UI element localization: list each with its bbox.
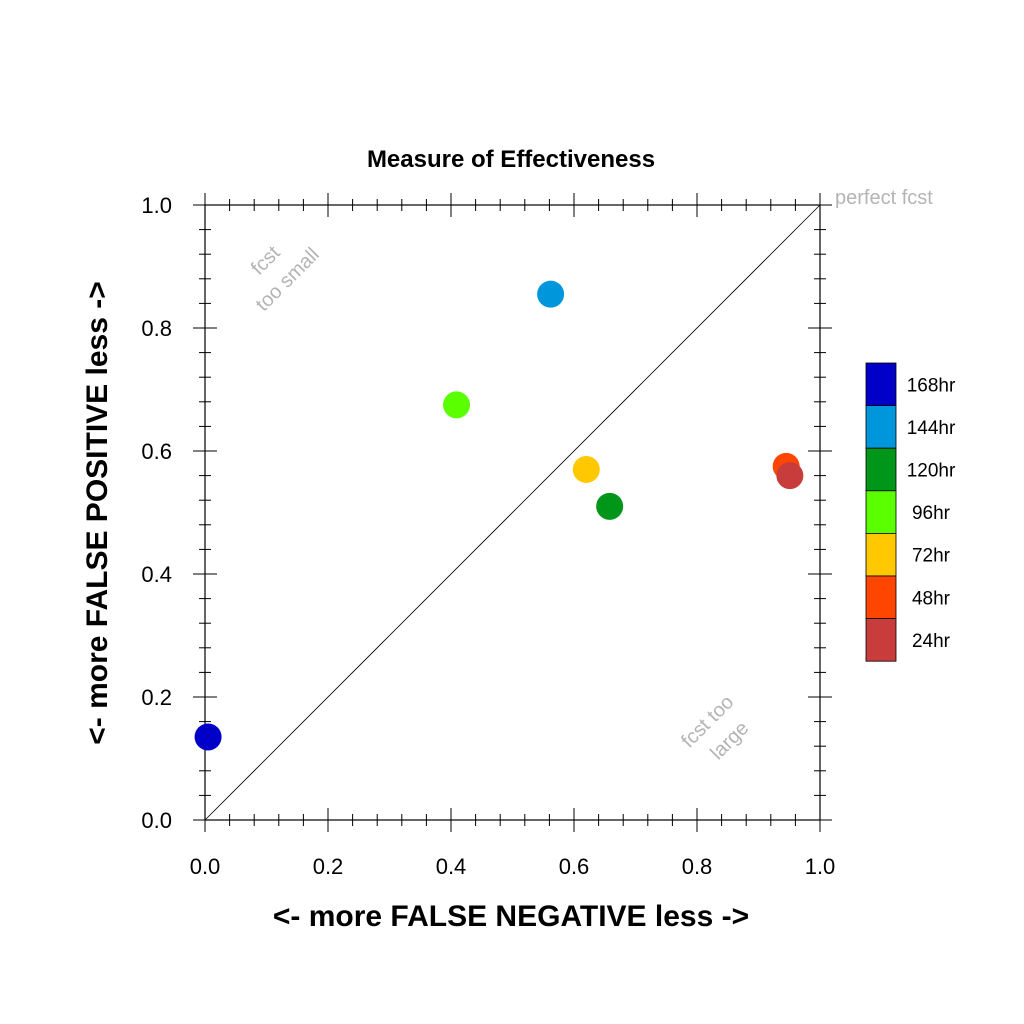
plot-frame: [204, 204, 821, 821]
data-points: [194, 280, 804, 751]
x-tick-label: 0.2: [313, 854, 344, 879]
x-tick-label: 0.6: [559, 854, 590, 879]
legend: 168hr 144hr 120hr 96hr 72hr 48hr 24hr: [865, 362, 956, 662]
legend-label-96hr: 96hr: [912, 503, 951, 524]
diagonal-line: [204, 204, 821, 821]
x-tick-label: 0.8: [682, 854, 713, 879]
legend-label-120hr: 120hr: [907, 461, 956, 482]
y-tick-label: 0.8: [141, 316, 172, 341]
legend-swatch-144hr: [865, 405, 897, 449]
y-tick-label: 1.0: [141, 193, 172, 218]
point-96hr: [443, 391, 471, 419]
point-24hr: [776, 462, 804, 490]
y-tick-label: 0.2: [141, 685, 172, 710]
annotation-perfect-fcst: perfect fcst: [835, 187, 933, 209]
chart-title: Measure of Effectiveness: [367, 146, 655, 173]
point-144hr: [537, 280, 565, 308]
tick-labels: 0.0 0.2 0.4 0.6 0.8 1.0 0.0 0.2 0.4 0.6 0.8 1.0: [141, 193, 835, 879]
x-tick-label: 0.4: [436, 854, 467, 879]
point-168hr: [194, 723, 222, 751]
legend-label-24hr: 24hr: [912, 631, 951, 652]
x-axis-label: <- more FALSE NEGATIVE less ->: [273, 900, 749, 933]
legend-label-168hr: 168hr: [907, 375, 956, 396]
legend-swatch-24hr: [865, 618, 897, 662]
legend-label-48hr: 48hr: [912, 588, 951, 609]
legend-swatch-48hr: [865, 575, 897, 619]
y-tick-label: 0.0: [141, 808, 172, 833]
legend-label-72hr: 72hr: [912, 546, 951, 567]
y-tick-label: 0.4: [141, 562, 172, 587]
legend-swatch-168hr: [865, 362, 897, 406]
tick-marks: [193, 193, 832, 832]
point-72hr: [572, 455, 600, 483]
legend-label-144hr: 144hr: [907, 418, 956, 439]
legend-swatch-72hr: [865, 533, 897, 577]
y-axis-label: <- more FALSE POSITIVE less ->: [81, 281, 114, 745]
y-tick-label: 0.6: [141, 439, 172, 464]
x-tick-label: 1.0: [805, 854, 836, 879]
legend-swatch-120hr: [865, 447, 897, 492]
legend-swatch-96hr: [865, 490, 897, 534]
point-120hr: [596, 492, 624, 520]
x-tick-label: 0.0: [190, 854, 221, 879]
diagonal-layer: [204, 204, 821, 821]
